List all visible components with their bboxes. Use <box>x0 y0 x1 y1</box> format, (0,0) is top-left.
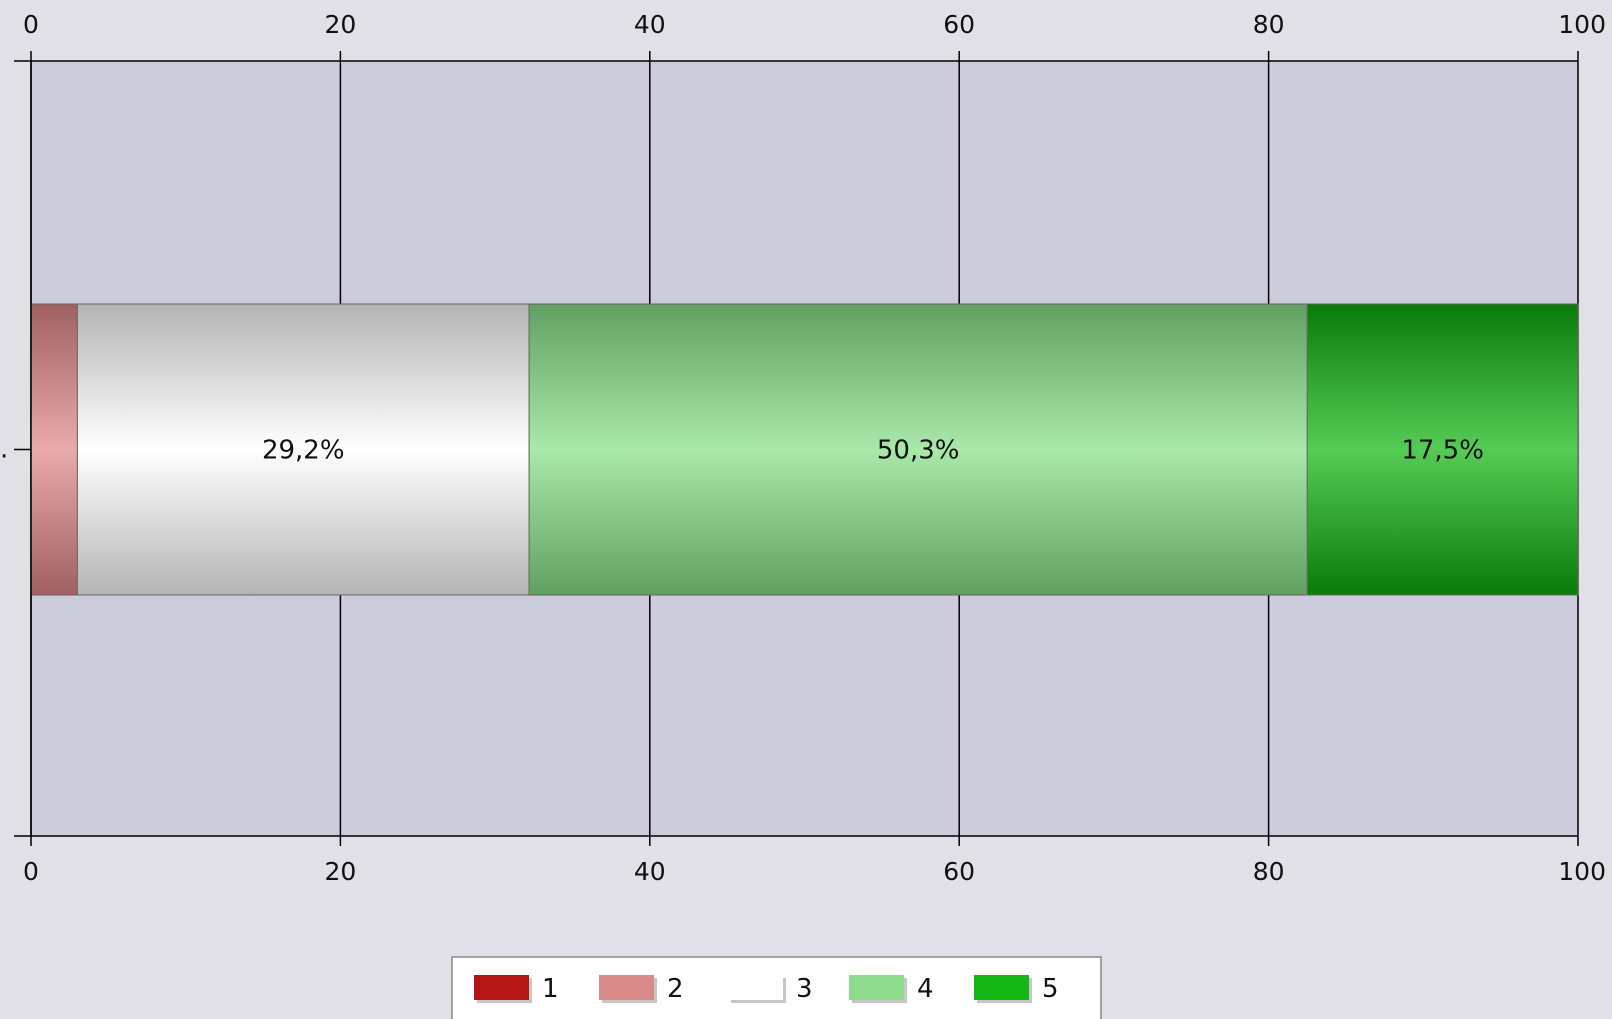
legend-label-2: 2 <box>667 974 684 1004</box>
data-label-4: 50,3% <box>877 436 960 466</box>
x-tick-label-bottom-0: 0 <box>23 857 39 886</box>
legend-swatch-4 <box>849 975 904 1000</box>
x-tick-label-bottom-40: 40 <box>634 857 666 886</box>
x-tick-label-top-60: 60 <box>943 10 975 39</box>
category-label: . <box>0 435 8 465</box>
legend-swatch-5 <box>974 975 1029 1000</box>
x-tick-label-top-100: 100 <box>1558 10 1606 39</box>
x-tick-label-top-0: 0 <box>23 10 39 39</box>
x-tick-label-bottom-100: 100 <box>1558 857 1606 886</box>
legend-swatch-2 <box>599 975 654 1000</box>
bar-segment-3 <box>76 303 530 596</box>
x-tick-label-top-80: 80 <box>1253 10 1285 39</box>
data-label-5: 17,5% <box>1401 436 1484 466</box>
data-labels: 29,2% 50,3% 17,5% <box>262 436 1484 466</box>
bar-segments <box>30 303 1579 596</box>
legend-label-4: 4 <box>917 974 934 1004</box>
bar-segment-4 <box>528 303 1308 596</box>
legend-swatch-3 <box>728 975 783 1000</box>
bar-segment-5 <box>1306 303 1579 596</box>
bar-segment-2 <box>30 303 78 596</box>
x-tick-label-top-20: 20 <box>324 10 356 39</box>
x-tick-label-bottom-20: 20 <box>324 857 356 886</box>
x-tick-label-bottom-80: 80 <box>1253 857 1285 886</box>
legend-label-1: 1 <box>542 974 559 1004</box>
legend-label-3: 3 <box>796 974 813 1004</box>
axes <box>14 51 1579 846</box>
legend-swatch-1 <box>474 975 529 1000</box>
x-tick-label-bottom-60: 60 <box>943 857 975 886</box>
tick-labels: 0 0 20 20 40 40 60 60 80 80 100 100 <box>23 10 1606 886</box>
data-label-3: 29,2% <box>262 436 345 466</box>
legend-label-5: 5 <box>1042 974 1059 1004</box>
x-tick-label-top-40: 40 <box>634 10 666 39</box>
category-labels: . <box>0 435 8 465</box>
legend: 1 2 3 4 5 <box>451 956 1102 1019</box>
